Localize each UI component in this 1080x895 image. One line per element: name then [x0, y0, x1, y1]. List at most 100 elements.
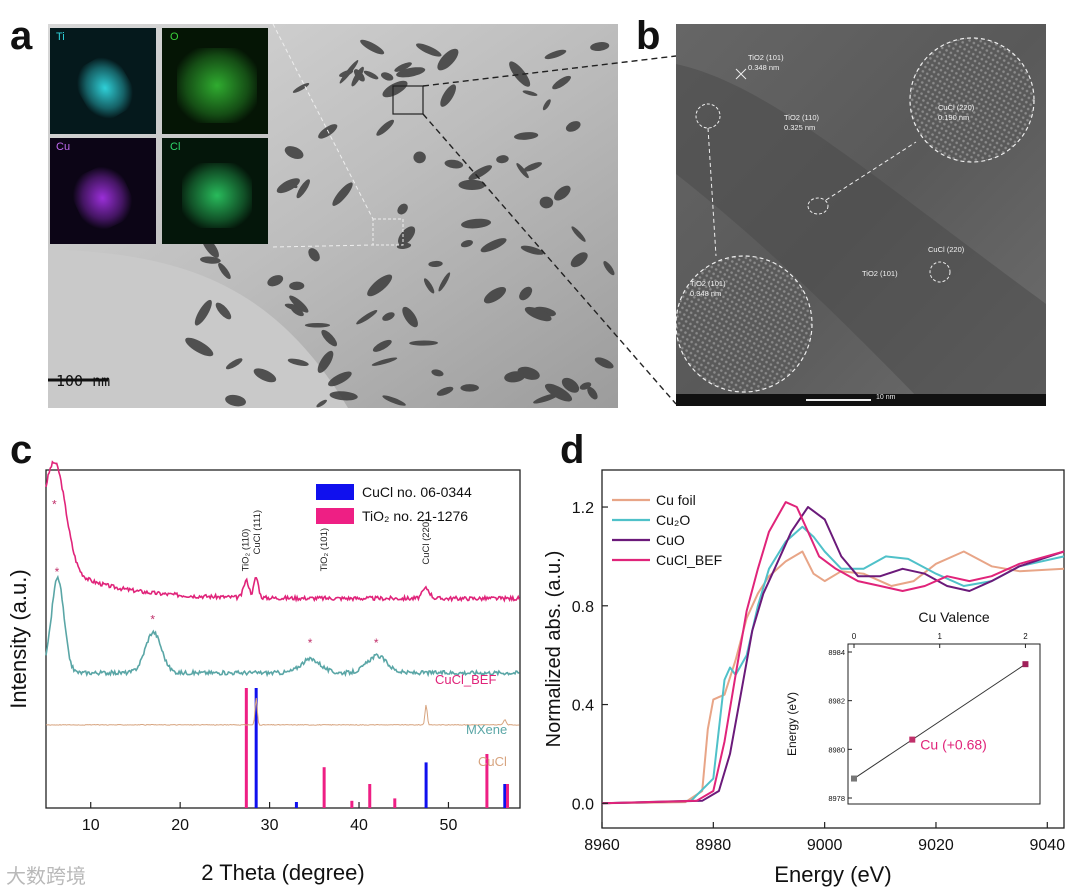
- x-tick-label: 8960: [584, 837, 620, 854]
- trace-label: MXene: [466, 722, 507, 737]
- nanoflake: [468, 165, 493, 181]
- legend-swatch: [316, 508, 354, 524]
- panel-label-a: a: [10, 14, 33, 58]
- inset-annotation: Cu (+0.68): [920, 737, 987, 753]
- nanoflake: [458, 179, 486, 191]
- nanoflake: [438, 272, 451, 292]
- peak-marker: *: [374, 636, 379, 650]
- lattice-annotation: TiO2 (101): [748, 53, 784, 62]
- nanoflake: [328, 371, 352, 387]
- eds-map-o: O: [162, 28, 268, 134]
- x-tick-label: 9040: [1030, 837, 1066, 854]
- nanoflake: [516, 163, 529, 179]
- peak-marker: *: [52, 498, 57, 512]
- nanoflake: [523, 162, 542, 172]
- nanoflake: [570, 252, 588, 268]
- lattice-spacing: 0.190 nm: [938, 113, 969, 122]
- nanoflake: [289, 281, 305, 291]
- inset-x-tick-label: 0: [852, 632, 857, 641]
- nanoflake: [437, 48, 459, 71]
- inset-lattice-top: [909, 37, 1035, 163]
- nanoflake: [267, 275, 284, 287]
- trace-label: CuCl_BEF: [435, 672, 496, 687]
- inset-point: [851, 775, 857, 782]
- nanoflake: [321, 329, 338, 347]
- nanoflake: [594, 357, 614, 369]
- legend-label: Cu foil: [656, 492, 696, 508]
- y-tick-label: 0.4: [572, 698, 594, 715]
- nanoflake: [276, 178, 300, 194]
- nanoflake: [413, 151, 426, 164]
- legend-label: CuCl_BEF: [656, 552, 722, 568]
- lattice-annotation: TiO2 (101): [862, 269, 898, 278]
- eds-label-cu: Cu: [56, 141, 71, 153]
- nanoflake: [590, 42, 610, 51]
- x-tick-label: 10: [82, 817, 100, 834]
- nanoflake: [544, 49, 567, 60]
- x-tick-label: 30: [261, 817, 279, 834]
- x-axis-label: Energy (eV): [774, 862, 891, 887]
- peak-label: TiO₂ (101): [319, 528, 330, 571]
- lattice-annotation: CuCl (220): [938, 103, 975, 112]
- nanoflake: [440, 84, 457, 107]
- nanoflake: [519, 286, 533, 301]
- panel-label-c: c: [10, 428, 33, 472]
- nanoflake: [539, 196, 554, 209]
- xanes-chart: 8960 8980 9000 9020 9040 0.0 0.4 0.8 1.2 Energy (…: [543, 469, 1066, 887]
- nanoflake: [382, 312, 395, 321]
- nanoflake: [194, 299, 212, 326]
- nanoflake: [524, 306, 552, 322]
- legend-label: TiO₂ no. 21-1276: [362, 508, 468, 524]
- inset-y-tick-label: 8980: [828, 745, 845, 754]
- x-axis-label: 2 Theta (degree): [201, 860, 364, 885]
- inset-y-tick-label: 8978: [828, 794, 845, 803]
- inset-frame: [847, 643, 1041, 805]
- peak-marker: *: [55, 565, 60, 579]
- nanoflake: [416, 43, 442, 57]
- peak-marker: *: [150, 612, 155, 626]
- eds-map-ti: Ti: [50, 28, 156, 134]
- eds-label-cl: Cl: [170, 141, 181, 153]
- inset-title: Cu Valence: [918, 609, 990, 625]
- inset-fit-line: [853, 663, 1026, 779]
- inset-point: [909, 736, 916, 743]
- nanoflake: [565, 121, 581, 132]
- legend-label: CuCl no. 06-0344: [362, 484, 472, 500]
- xrd-trace: [45, 460, 521, 603]
- nanoflake: [339, 69, 354, 77]
- nanoflake: [372, 339, 392, 352]
- nanoflake: [371, 357, 398, 366]
- nanoflake: [522, 90, 538, 96]
- nanoflake: [284, 146, 304, 159]
- zoom-box: [392, 85, 424, 115]
- inset-y-tick-label: 8984: [828, 648, 845, 657]
- nanoflake: [382, 395, 406, 406]
- nanoflake: [397, 203, 408, 215]
- nanoflake: [286, 180, 298, 189]
- scale-bar-label-b: 10 nm: [876, 394, 896, 401]
- inset-point: [1022, 661, 1029, 668]
- y-tick-label: 0.0: [572, 796, 594, 813]
- y-axis-label: Intensity (a.u.): [6, 569, 31, 708]
- lattice-spacing: 0.348 nm: [748, 63, 779, 72]
- nanoflake: [579, 382, 592, 390]
- nanoflake: [363, 70, 379, 80]
- zoom-connector: [422, 55, 677, 405]
- inset-x-tick-label: 2: [1023, 632, 1028, 641]
- lattice-spacing: 0.325 nm: [784, 123, 815, 132]
- xrd-trace: [45, 697, 520, 726]
- xrd-trace: [45, 574, 520, 678]
- nanoflake: [483, 286, 507, 304]
- watermark: 大数跨境: [6, 864, 86, 888]
- y-axis-label: Normalized abs. (a.u.): [543, 551, 565, 748]
- nanoflake: [351, 66, 364, 87]
- nanoflake: [561, 377, 580, 393]
- nanoflake: [552, 75, 572, 90]
- eds-label-o: O: [170, 31, 179, 43]
- trace-label: CuCl: [478, 754, 507, 769]
- nanoflake: [394, 62, 412, 72]
- inset-y-tick-label: 8982: [828, 697, 845, 706]
- xanes-trace: [601, 501, 1065, 805]
- nanoflake: [533, 393, 559, 404]
- nanoflake: [367, 274, 393, 297]
